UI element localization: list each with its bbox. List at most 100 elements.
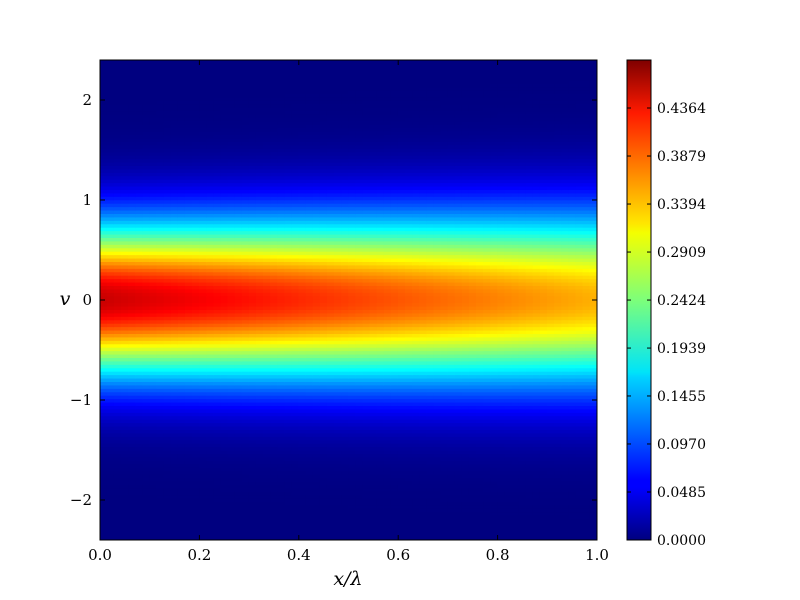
heatmap-cell (326, 117, 335, 123)
heatmap-cell (113, 340, 122, 345)
heatmap-cell (206, 210, 214, 215)
heatmap-cell (284, 234, 292, 239)
heatmap-cell (170, 381, 179, 387)
heatmap-cell (156, 282, 165, 287)
heatmap-cell (270, 532, 278, 537)
heatmap-cell (263, 344, 271, 349)
heatmap-cell (192, 189, 200, 195)
heatmap-cell (156, 474, 165, 479)
heatmap-cell (298, 327, 307, 332)
heatmap-cell (135, 371, 143, 376)
heatmap-cell (100, 412, 108, 417)
heatmap-cell (192, 392, 200, 397)
heatmap-cell (184, 152, 193, 157)
heatmap-cell (298, 453, 307, 459)
heatmap-cell (156, 87, 165, 92)
heatmap-cell (121, 76, 129, 81)
heatmap-cell (121, 200, 129, 205)
heatmap-cell (305, 69, 314, 75)
heatmap-cell (319, 327, 328, 332)
heatmap-cell (149, 347, 158, 352)
heatmap-cell (319, 207, 328, 212)
heatmap-cell (106, 361, 115, 366)
heatmap-cell (177, 457, 186, 462)
heatmap-cell (234, 268, 243, 273)
heatmap-cell (135, 97, 143, 102)
heatmap-cell (298, 258, 307, 263)
heatmap-cell (206, 344, 214, 349)
heatmap-cell (255, 371, 264, 376)
heatmap-cell (142, 457, 150, 462)
heatmap-cell (220, 313, 229, 318)
heatmap-cell (199, 138, 207, 143)
heatmap-cell (255, 429, 264, 435)
heatmap-cell (255, 340, 264, 345)
heatmap-cell (234, 69, 243, 75)
heatmap-cell (106, 313, 115, 318)
heatmap-cell (312, 248, 321, 253)
heatmap-cell (149, 179, 158, 184)
heatmap-cell (263, 135, 271, 140)
heatmap-cell (213, 412, 221, 417)
heatmap-cell (284, 63, 292, 68)
heatmap-cell (206, 179, 214, 184)
heatmap-cell (334, 395, 342, 400)
heatmap-cell (284, 200, 292, 205)
heatmap-cell (113, 330, 122, 335)
heatmap-cell (177, 203, 186, 208)
heatmap-cell (305, 440, 314, 445)
heatmap-cell (312, 532, 321, 537)
heatmap-cell (326, 498, 335, 503)
heatmap-cell (156, 491, 165, 496)
heatmap-cell (291, 385, 300, 390)
heatmap-cell (142, 453, 150, 459)
heatmap-cell (184, 97, 193, 102)
heatmap-cell (213, 104, 221, 109)
heatmap-cell (142, 172, 150, 177)
heatmap-cell (341, 519, 349, 524)
heatmap-cell (142, 292, 150, 297)
heatmap-cell (106, 176, 115, 181)
heatmap-cell (248, 303, 257, 308)
heatmap-cell (234, 100, 243, 105)
heatmap-cell (248, 426, 257, 431)
heatmap-cell (263, 87, 271, 92)
heatmap-cell (263, 104, 271, 109)
heatmap-cell (291, 296, 300, 301)
heatmap-cell (312, 282, 321, 287)
heatmap-cell (263, 505, 271, 510)
heatmap-cell (163, 241, 172, 246)
heatmap-cell (277, 327, 285, 332)
heatmap-cell (227, 423, 236, 428)
heatmap-cell (270, 155, 278, 160)
heatmap-cell (326, 135, 335, 140)
heatmap-cell (206, 114, 214, 119)
heatmap-cell (177, 76, 186, 81)
heatmap-cell (192, 409, 200, 414)
heatmap-cell (100, 285, 108, 291)
heatmap-cell (135, 224, 143, 229)
heatmap-cell (263, 484, 271, 489)
heatmap-cell (184, 402, 193, 407)
heatmap-cell (305, 196, 314, 201)
heatmap-cell (263, 80, 271, 85)
heatmap-cell (255, 460, 264, 465)
heatmap-cell (284, 114, 292, 119)
heatmap-cell (227, 282, 236, 287)
heatmap-cell (142, 268, 150, 273)
heatmap-cell (100, 498, 108, 503)
heatmap-cell (135, 351, 143, 356)
heatmap-cell (319, 193, 328, 198)
heatmap-cell (142, 141, 150, 147)
heatmap-cell (213, 532, 221, 537)
heatmap-cell (149, 117, 158, 123)
heatmap-cell (270, 159, 278, 164)
heatmap-cell (192, 519, 200, 524)
heatmap-cell (334, 255, 342, 260)
heatmap-cell (341, 66, 349, 71)
heatmap-cell (270, 381, 278, 387)
heatmap-cell (255, 258, 264, 263)
heatmap-cell (149, 66, 158, 71)
heatmap-cell (234, 231, 243, 236)
heatmap-cell (113, 183, 122, 188)
